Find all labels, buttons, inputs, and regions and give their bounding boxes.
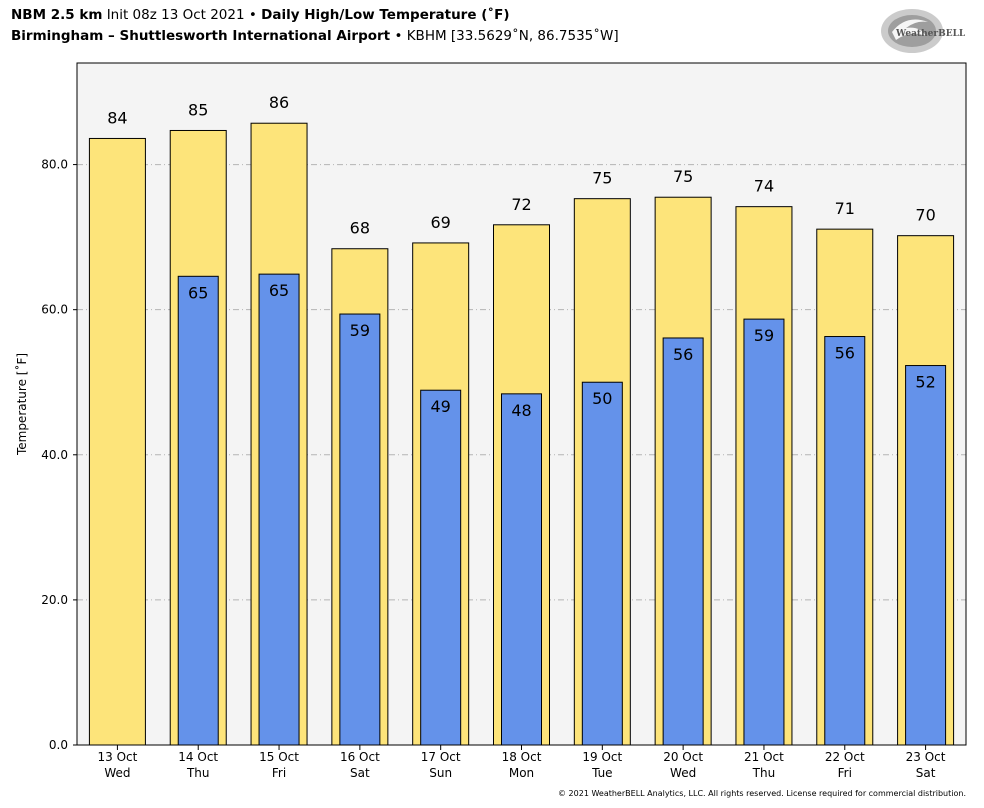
- low-temp-label: 49: [431, 397, 451, 416]
- bullet-2: •: [394, 28, 403, 44]
- x-tick-label-day: Sat: [350, 766, 370, 780]
- x-tick-label-day: Fri: [838, 766, 852, 780]
- x-tick-label-date: 22 Oct: [825, 750, 865, 764]
- location-name: Birmingham – Shuttlesworth International…: [11, 28, 391, 44]
- chart-title-line-2: Birmingham – Shuttlesworth International…: [11, 28, 619, 44]
- high-temp-label: 70: [915, 206, 935, 225]
- low-temp-label: 56: [835, 344, 855, 363]
- low-temp-label: 59: [350, 321, 370, 340]
- high-temp-label: 85: [188, 100, 208, 119]
- x-tick-label-date: 18 Oct: [502, 750, 542, 764]
- high-temp-label: 84: [107, 108, 127, 127]
- station-info: KBHM [33.5629˚N, 86.7535˚W]: [406, 28, 619, 44]
- low-temp-bar: [339, 313, 381, 746]
- high-temp-label: 68: [350, 219, 370, 238]
- low-temp-label: 56: [673, 345, 693, 364]
- high-temp-label: 86: [269, 93, 289, 112]
- low-temp-bar: [501, 393, 542, 746]
- weatherbell-logo: WeatherBELL: [881, 9, 966, 53]
- high-temp-label: 75: [592, 169, 612, 188]
- x-tick-label-date: 21 Oct: [744, 750, 784, 764]
- x-tick-label-day: Tue: [591, 766, 613, 780]
- low-temp-bar: [905, 365, 947, 746]
- value-labels: 84 85 65 86 65 68 59 69 49 72 48 75 50 75 56 74 59 71 56 70…: [107, 93, 936, 420]
- y-tick-label: 60.0: [41, 303, 68, 317]
- bars: [88, 122, 955, 746]
- low-temp-label: 65: [269, 281, 289, 300]
- low-temp-label: 59: [754, 326, 774, 345]
- x-tick-label-day: Thu: [186, 766, 210, 780]
- x-tick-label-day: Fri: [272, 766, 286, 780]
- logo-text: WeatherBELL: [895, 29, 966, 39]
- x-tick-label-date: 19 Oct: [582, 750, 622, 764]
- y-tick-label: 80.0: [41, 158, 68, 172]
- y-tick-label: 40.0: [41, 448, 68, 462]
- high-temp-label: 69: [431, 213, 451, 232]
- high-temp-bar: [88, 137, 146, 746]
- bullet-1: •: [248, 7, 257, 23]
- x-tick-label-date: 23 Oct: [906, 750, 946, 764]
- low-temp-label: 50: [592, 389, 612, 408]
- model-name: NBM 2.5 km: [11, 7, 103, 23]
- chart-title-line-1: NBM 2.5 km Init 08z 13 Oct 2021 • Daily …: [11, 7, 510, 23]
- high-temp-label: 74: [754, 177, 774, 196]
- high-temp-label: 75: [673, 167, 693, 186]
- x-tick-label-date: 13 Oct: [97, 750, 137, 764]
- x-tick-label-day: Sun: [429, 766, 452, 780]
- low-temp-bar: [662, 337, 704, 746]
- x-axis: 13 Oct Wed 14 Oct Thu 15 Oct Fri 16 Oct Sat 17 O…: [97, 745, 946, 780]
- x-tick-label-date: 14 Oct: [178, 750, 218, 764]
- x-tick-label-day: Thu: [752, 766, 776, 780]
- x-tick-label-day: Wed: [670, 766, 696, 780]
- x-tick-label-date: 17 Oct: [421, 750, 461, 764]
- low-temp-bar: [824, 336, 866, 746]
- high-temp-label: 71: [835, 199, 855, 218]
- high-temp-label: 72: [511, 195, 531, 214]
- x-tick-label-date: 16 Oct: [340, 750, 380, 764]
- y-tick-label: 0.0: [49, 738, 68, 752]
- x-tick-label-day: Wed: [104, 766, 130, 780]
- x-tick-label-day: Sat: [916, 766, 936, 780]
- x-tick-label-date: 20 Oct: [663, 750, 703, 764]
- low-temp-label: 65: [188, 283, 208, 302]
- x-tick-label-date: 15 Oct: [259, 750, 299, 764]
- y-axis: 0.0 20.0 40.0 60.0 80.0: [41, 158, 77, 752]
- low-temp-bar: [743, 318, 785, 746]
- copyright-notice: © 2021 WeatherBELL Analytics, LLC. All r…: [558, 789, 966, 798]
- low-temp-label: 52: [915, 373, 935, 392]
- low-temp-bar: [581, 381, 623, 746]
- product-name: Daily High/Low Temperature (˚F): [261, 7, 510, 23]
- low-temp-bar: [258, 273, 300, 746]
- low-temp-bar: [420, 389, 462, 746]
- low-temp-bar: [177, 275, 219, 746]
- y-axis-label: Temperature [˚F]: [14, 353, 29, 456]
- x-tick-label-day: Mon: [509, 766, 534, 780]
- init-time: Init 08z 13 Oct 2021: [106, 7, 245, 23]
- y-tick-label: 20.0: [41, 593, 68, 607]
- low-temp-label: 48: [511, 401, 531, 420]
